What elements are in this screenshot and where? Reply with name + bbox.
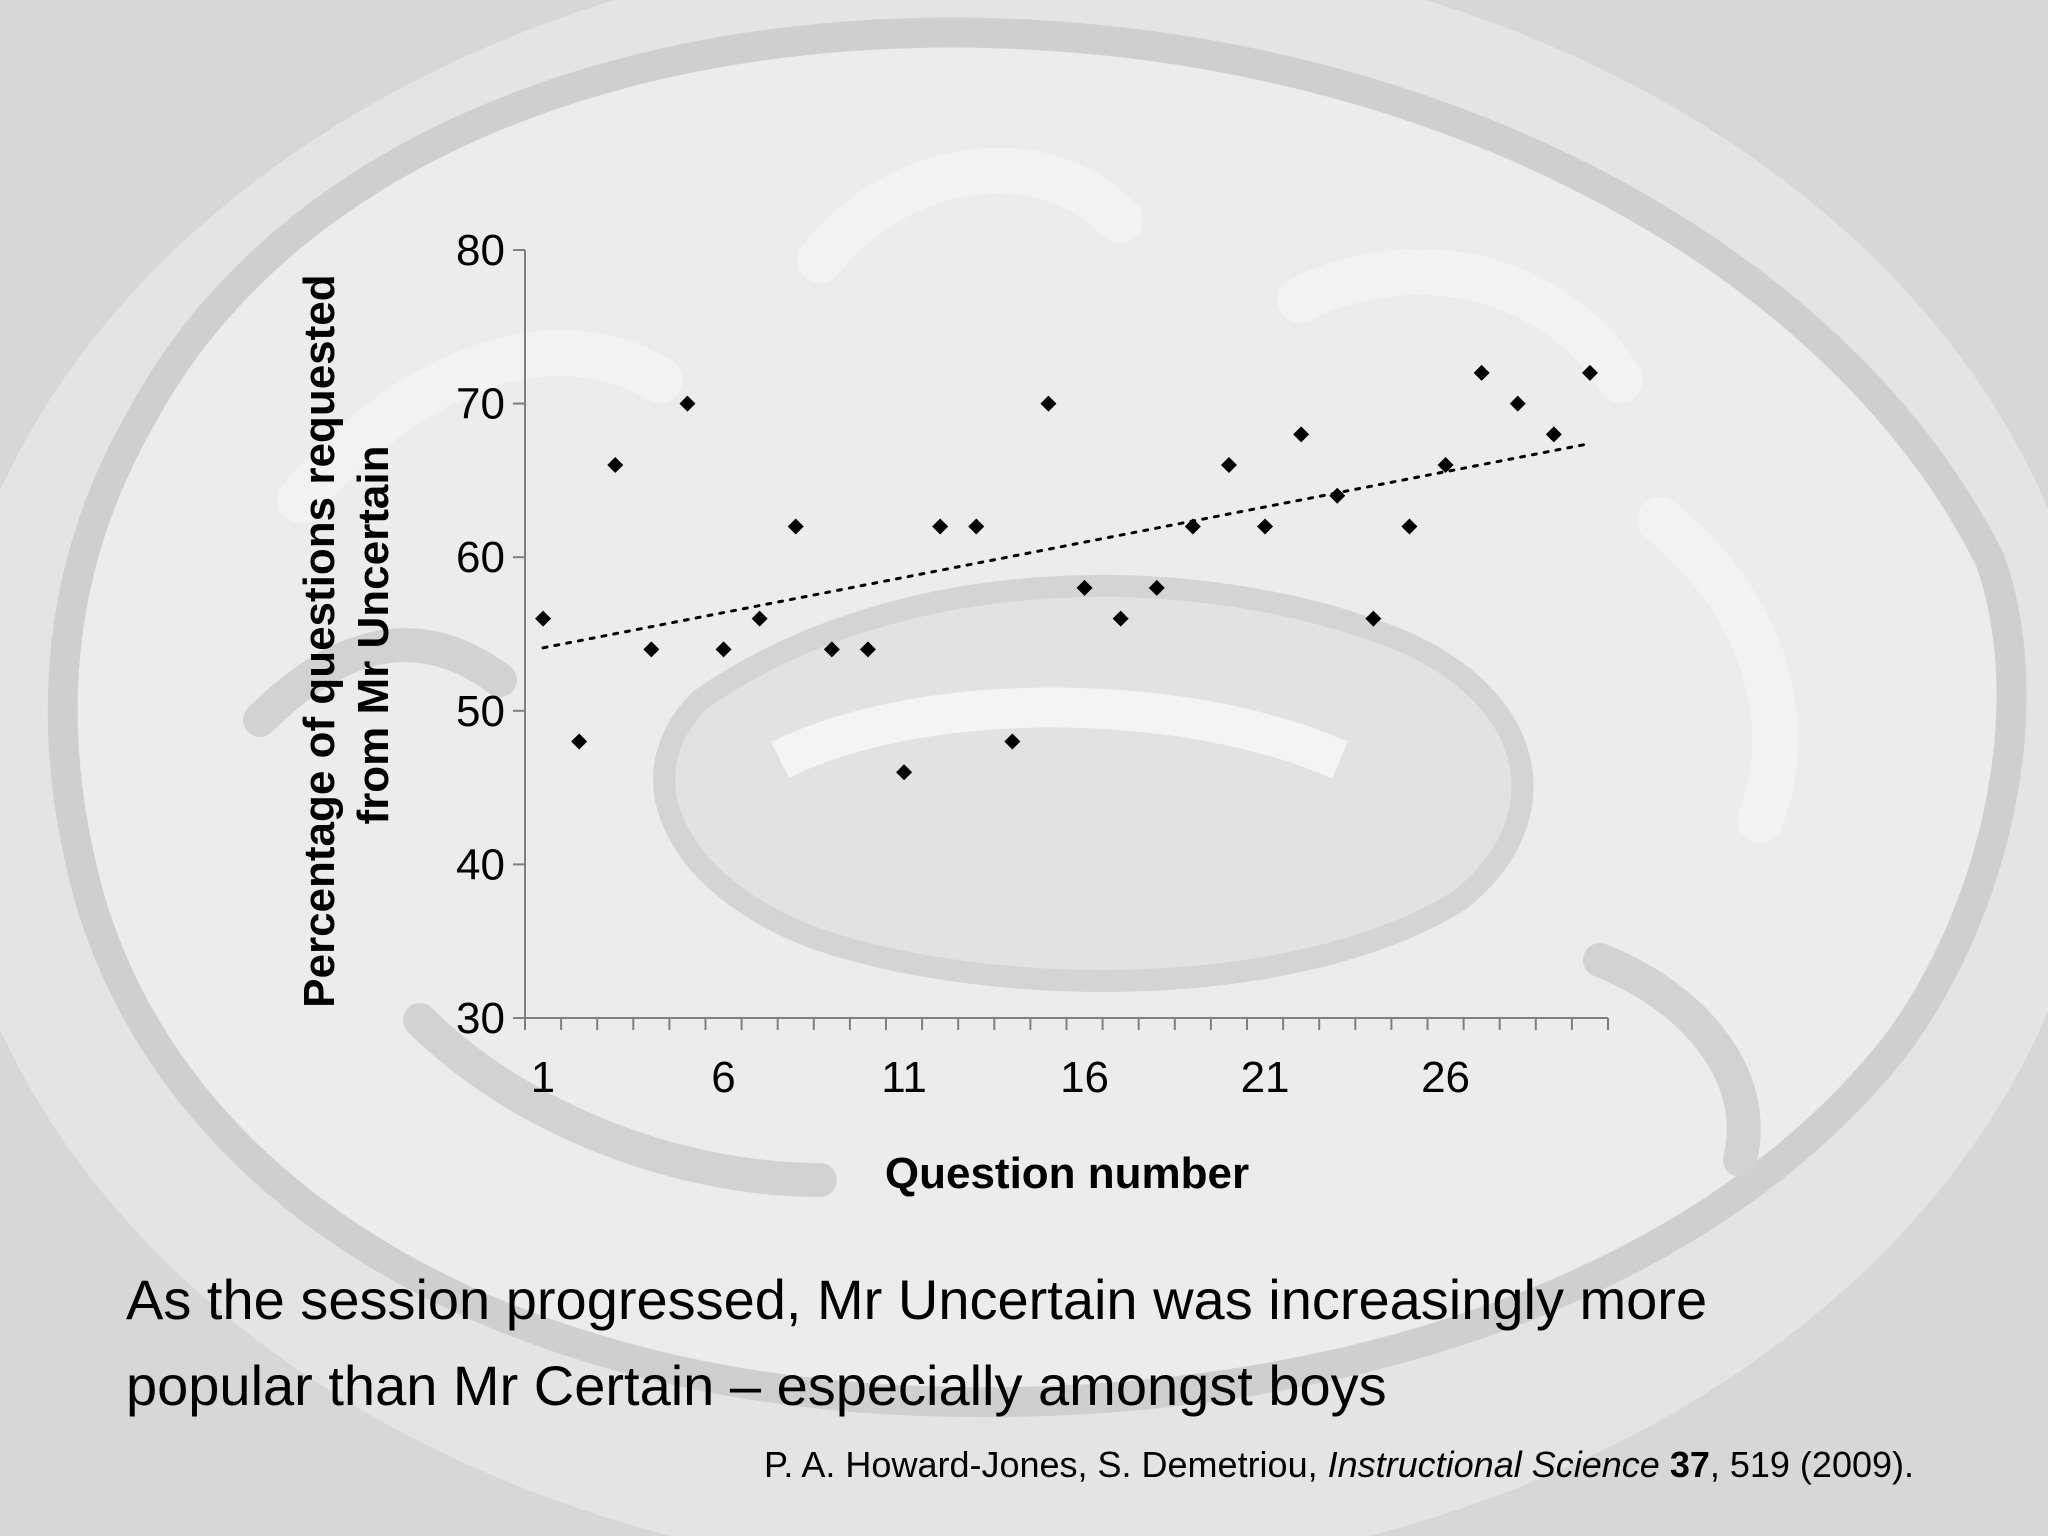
data-point [1473,364,1490,381]
citation: P. A. Howard-Jones, S. Demetriou, Instru… [764,1444,1914,1486]
citation-journal: Instructional Science [1327,1444,1660,1485]
data-point [1220,457,1237,474]
x-tick-label: 6 [711,1053,735,1102]
x-tick-label: 26 [1421,1053,1470,1102]
data-point [715,641,732,658]
x-tick-labels: 1 6 11 16 21 26 [531,1053,1470,1102]
data-point [968,518,985,535]
x-tick-label: 1 [531,1053,555,1102]
data-point [896,764,913,781]
y-axis-title-line-2: from Mr Uncertain [349,446,398,825]
data-point [787,518,804,535]
data-point [1509,395,1526,412]
caption-line-2: popular than Mr Certain – especially amo… [126,1354,1387,1417]
citation-pages-year: , 519 (2009). [1709,1444,1914,1485]
y-tick-marks [513,249,525,1019]
data-points [535,364,1598,781]
data-point [859,641,876,658]
citation-authors: P. A. Howard-Jones, S. Demetriou, [764,1444,1328,1485]
data-point [1148,579,1165,596]
data-point [535,610,552,627]
data-point [643,641,660,658]
y-tick-labels: 30 40 50 60 70 80 [456,226,505,1043]
x-tick-marks [524,1018,1609,1030]
y-tick-label: 70 [456,380,505,429]
y-tick-label: 60 [456,533,505,582]
y-tick-label: 50 [456,687,505,736]
data-point [1184,518,1201,535]
data-point [1581,364,1598,381]
x-axis-title: Question number [885,1149,1249,1198]
data-point [1257,518,1274,535]
y-tick-label: 30 [456,994,505,1043]
caption-line-1: As the session progressed, Mr Uncertain … [126,1268,1708,1331]
y-axis-title: Percentage of questions requested from M… [295,262,398,1008]
y-tick-label: 40 [456,840,505,889]
data-point [1365,610,1382,627]
x-tick-label: 16 [1060,1053,1109,1102]
data-point [1401,518,1418,535]
citation-volume: 37 [1669,1444,1710,1485]
trendline [541,442,1592,650]
y-tick-label: 80 [456,226,505,275]
x-tick-label: 11 [881,1053,927,1102]
data-point [751,610,768,627]
data-point [607,457,624,474]
data-point [823,641,840,658]
data-point [1004,733,1021,750]
data-point [679,395,696,412]
data-point [1437,457,1454,474]
x-tick-label: 21 [1241,1053,1290,1102]
slide-caption: As the session progressed, Mr Uncertain … [126,1257,1946,1429]
data-point [1076,579,1093,596]
data-point [1329,487,1346,504]
data-point [932,518,949,535]
y-axis-title-line-1: Percentage of questions requested [295,274,344,1008]
data-point [1112,610,1129,627]
data-point [571,733,588,750]
data-point [1293,426,1310,443]
data-point [1545,426,1562,443]
data-point [1040,395,1057,412]
